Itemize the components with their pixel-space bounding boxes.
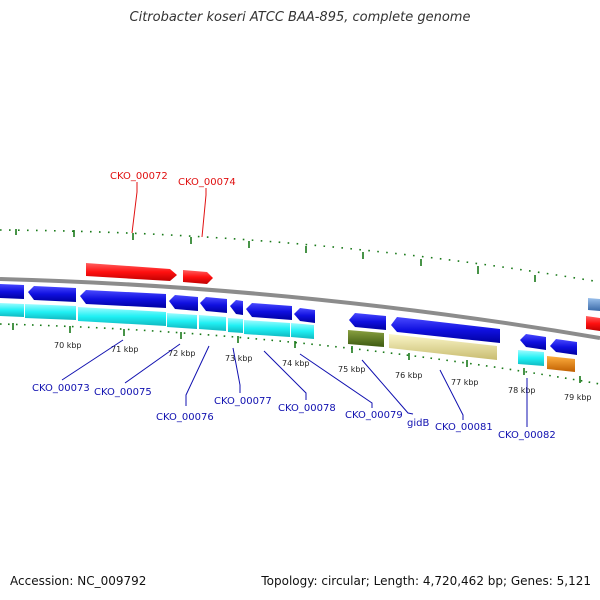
gene-label-cko-00072[interactable]: CKO_00072 bbox=[110, 171, 168, 182]
cds-arrow-cko-00081[interactable] bbox=[391, 317, 500, 343]
kbp-label: 74 kbp bbox=[282, 359, 310, 368]
gene-cko-00082[interactable] bbox=[518, 350, 544, 366]
gene-cko-00077[interactable] bbox=[199, 315, 226, 331]
forward-cds-track bbox=[86, 263, 600, 331]
cds-arrow-cko-00074[interactable] bbox=[183, 270, 213, 284]
feature-steelblue-edge[interactable] bbox=[588, 298, 600, 311]
cds-arrow-cko-00079b[interactable] bbox=[294, 308, 315, 323]
cds-arrow-cko-00076[interactable] bbox=[169, 295, 198, 311]
gene-label-cko-00078[interactable]: CKO_00078 bbox=[278, 403, 336, 414]
cds-arrow-edge-left[interactable] bbox=[0, 284, 24, 299]
gene-label-cko-00075[interactable]: CKO_00075 bbox=[94, 387, 152, 398]
accession-text: Accession: NC_009792 bbox=[10, 574, 147, 588]
gene-label-cko-00076[interactable]: CKO_00076 bbox=[156, 412, 214, 423]
reverse-cds-track bbox=[0, 284, 577, 355]
kbp-label: 76 kbp bbox=[395, 371, 423, 380]
gene-cko-00076[interactable] bbox=[167, 313, 197, 329]
gene-cko-00079b[interactable] bbox=[291, 323, 314, 339]
kbp-label: 72 kbp bbox=[168, 349, 196, 358]
gene-cko-00078[interactable] bbox=[228, 318, 243, 333]
kbp-label: 75 kbp bbox=[338, 365, 366, 374]
gene-cko-00075[interactable] bbox=[78, 307, 166, 326]
cds-arrow-cko-00082b[interactable] bbox=[550, 339, 577, 355]
gene-label-cko-00082[interactable]: CKO_00082 bbox=[498, 430, 556, 441]
kbp-label: 70 kbp bbox=[54, 341, 82, 350]
feature-khaki-gidb[interactable] bbox=[389, 334, 497, 360]
cds-arrow-cko-00073[interactable] bbox=[28, 286, 76, 302]
gene-cko-00073[interactable] bbox=[25, 304, 76, 320]
cds-arrow-cko-00077[interactable] bbox=[200, 297, 227, 313]
map-title: Citrobacter koseri ATCC BAA-895, complet… bbox=[129, 10, 471, 25]
cds-arrow-gidb[interactable] bbox=[349, 313, 386, 330]
gene-cko-00079[interactable] bbox=[244, 320, 290, 337]
cds-arrow-cko-00072[interactable] bbox=[86, 263, 177, 281]
feature-orange[interactable] bbox=[547, 356, 575, 372]
kbp-label: 78 kbp bbox=[508, 386, 536, 395]
feature-olive[interactable] bbox=[348, 330, 384, 347]
inner-tick-ring bbox=[0, 323, 600, 385]
cds-arrow-cko-00078[interactable] bbox=[230, 300, 243, 315]
gene-cko-00072[interactable] bbox=[0, 303, 24, 317]
kbp-scale-labels: 70 kbp 71 kbp 72 kbp 73 kbp 74 kbp 75 kb… bbox=[54, 341, 592, 402]
reverse-gene-label-text: CKO_00073 CKO_00075 CKO_00076 CKO_00077 … bbox=[32, 383, 556, 441]
reverse-gene-labels bbox=[61, 339, 528, 427]
genome-summary-text: Topology: circular; Length: 4,720,462 bp… bbox=[261, 574, 591, 588]
cds-arrow-cko-00079[interactable] bbox=[246, 303, 292, 320]
gene-label-cko-00079[interactable]: CKO_00079 bbox=[345, 410, 403, 421]
outer-tick-ring bbox=[0, 229, 600, 283]
reverse-gene-track bbox=[0, 303, 544, 366]
gene-label-cko-00073[interactable]: CKO_00073 bbox=[32, 383, 90, 394]
cds-arrow-edge-right[interactable] bbox=[586, 316, 600, 331]
gene-label-gidb[interactable]: gidB bbox=[407, 418, 429, 429]
genome-backbone bbox=[0, 277, 600, 340]
forward-gene-labels: CKO_00072 CKO_00074 bbox=[110, 171, 236, 238]
kbp-label: 79 kbp bbox=[564, 393, 592, 402]
kbp-label: 71 kbp bbox=[111, 345, 139, 354]
gene-label-cko-00077[interactable]: CKO_00077 bbox=[214, 396, 272, 407]
gene-label-cko-00074[interactable]: CKO_00074 bbox=[178, 177, 236, 188]
cds-arrow-cko-00075[interactable] bbox=[80, 290, 166, 308]
kbp-label: 77 kbp bbox=[451, 378, 479, 387]
cds-arrow-cko-00082[interactable] bbox=[520, 334, 546, 350]
kbp-label: 73 kbp bbox=[225, 354, 253, 363]
gene-label-cko-00081[interactable]: CKO_00081 bbox=[435, 422, 493, 433]
